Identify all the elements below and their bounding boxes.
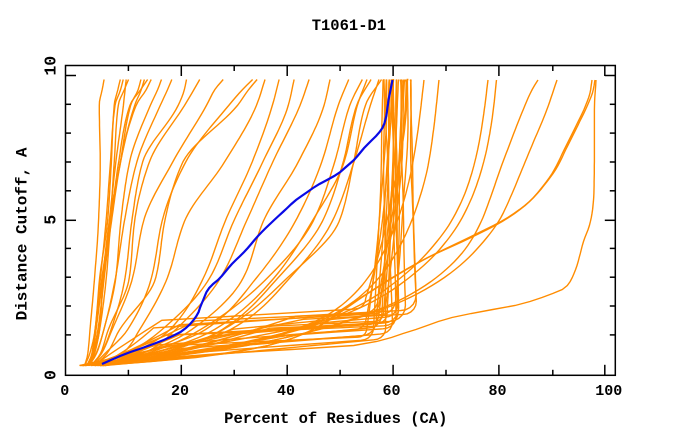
svg-text:60: 60 [382, 383, 400, 400]
svg-text:Percent of Residues (CA): Percent of Residues (CA) [224, 410, 447, 428]
svg-text:Distance Cutoff, A: Distance Cutoff, A [14, 147, 32, 320]
svg-text:T1061-D1: T1061-D1 [312, 17, 386, 35]
svg-text:10: 10 [42, 56, 61, 76]
svg-text:20: 20 [171, 383, 189, 400]
svg-text:5: 5 [42, 215, 61, 225]
svg-text:0: 0 [60, 383, 69, 400]
svg-text:80: 80 [488, 383, 506, 400]
svg-text:0: 0 [42, 370, 61, 380]
svg-text:100: 100 [595, 383, 622, 400]
svg-text:40: 40 [277, 383, 295, 400]
